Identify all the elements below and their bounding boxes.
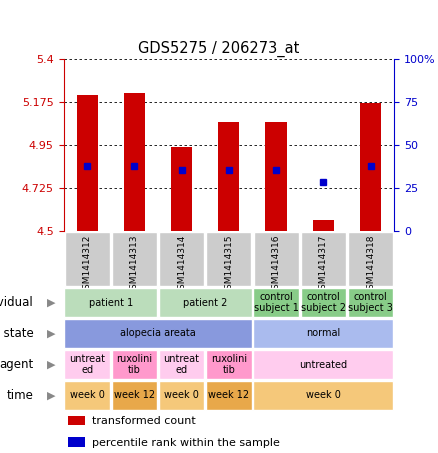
Text: patient 1: patient 1 [88,298,133,308]
FancyBboxPatch shape [159,231,204,286]
Bar [159,381,204,410]
Text: patient 2: patient 2 [183,298,227,308]
Text: control
subject 3: control subject 3 [348,292,393,313]
Text: agent: agent [0,358,34,371]
FancyBboxPatch shape [206,231,251,286]
Text: GSM1414314: GSM1414314 [177,234,186,295]
Text: week 0: week 0 [70,390,105,400]
Bar [159,288,251,317]
Bar [68,415,85,425]
Bar [64,381,110,410]
Text: ▶: ▶ [47,298,55,308]
Text: GSM1414315: GSM1414315 [224,234,233,295]
Text: untreated: untreated [299,360,347,370]
Text: week 0: week 0 [306,390,341,400]
Text: individual: individual [0,296,34,309]
Text: normal: normal [306,328,340,338]
Bar [206,381,251,410]
Text: untreat
ed: untreat ed [69,354,105,375]
Text: GSM1414317: GSM1414317 [319,234,328,295]
Bar [348,288,393,317]
Bar [300,288,346,317]
FancyBboxPatch shape [112,231,157,286]
Text: week 12: week 12 [208,390,249,400]
Bar [112,381,157,410]
Text: GSM1414316: GSM1414316 [272,234,281,295]
Text: week 12: week 12 [114,390,155,400]
Bar [254,350,393,379]
Bar [64,288,157,317]
Bar [254,288,299,317]
Text: ▶: ▶ [47,390,55,400]
Text: time: time [7,389,34,402]
Text: GSM1414318: GSM1414318 [366,234,375,295]
Bar [64,319,251,348]
Text: ruxolini
tib: ruxolini tib [117,354,152,375]
Bar [313,220,334,231]
Text: GSM1414313: GSM1414313 [130,234,139,295]
Text: disease state: disease state [0,327,34,340]
Text: ruxolini
tib: ruxolini tib [211,354,247,375]
Text: GSM1414312: GSM1414312 [83,234,92,295]
Text: percentile rank within the sample: percentile rank within the sample [92,438,280,448]
Text: week 0: week 0 [164,390,199,400]
Bar [77,95,98,231]
Bar [171,147,192,231]
Text: control
subject 1: control subject 1 [254,292,299,313]
Bar [265,122,287,231]
Bar [112,350,157,379]
Bar [68,438,85,447]
FancyBboxPatch shape [301,231,346,286]
FancyBboxPatch shape [254,231,299,286]
Bar [64,350,110,379]
Text: control
subject 2: control subject 2 [301,292,346,313]
Text: ▶: ▶ [47,328,55,338]
Bar [159,350,204,379]
Bar [360,103,381,231]
Text: transformed count: transformed count [92,416,196,426]
Bar [254,319,393,348]
FancyBboxPatch shape [348,231,393,286]
FancyBboxPatch shape [65,231,110,286]
Text: GDS5275 / 206273_at: GDS5275 / 206273_at [138,40,300,57]
Text: alopecia areata: alopecia areata [120,328,196,338]
Bar [254,381,393,410]
Bar [124,93,145,231]
Bar [218,122,240,231]
Text: ▶: ▶ [47,360,55,370]
Bar [206,350,251,379]
Text: untreat
ed: untreat ed [164,354,200,375]
